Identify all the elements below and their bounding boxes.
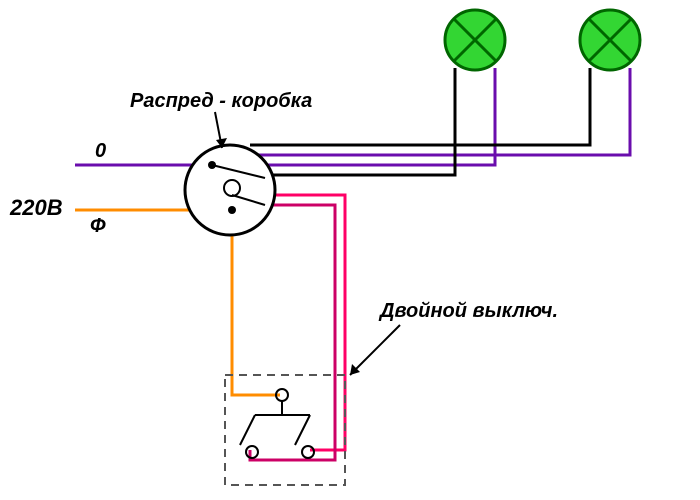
neutral-label: 0 [95,140,106,163]
label-arrow [350,325,400,375]
phase-to-switch [232,228,280,395]
live-wire-1 [262,195,345,450]
double-switch-label: Двойной выключ. [380,300,558,323]
voltage-label: 220В [10,195,63,221]
terminal-dot [228,206,236,214]
live-wire-2 [250,205,335,460]
switch-lever [295,415,310,445]
lamp1-black-wire [263,68,455,175]
double-switch-box [225,375,345,485]
switch-lever [240,415,255,445]
wiring-diagram [0,0,700,500]
junction-box-label: Распред - коробка [130,90,312,113]
neutral-to-lamps [242,68,495,165]
switch-terminal [246,446,258,458]
junction-box [185,145,275,235]
phase-label: Ф [90,215,106,238]
switch-terminal [302,446,314,458]
